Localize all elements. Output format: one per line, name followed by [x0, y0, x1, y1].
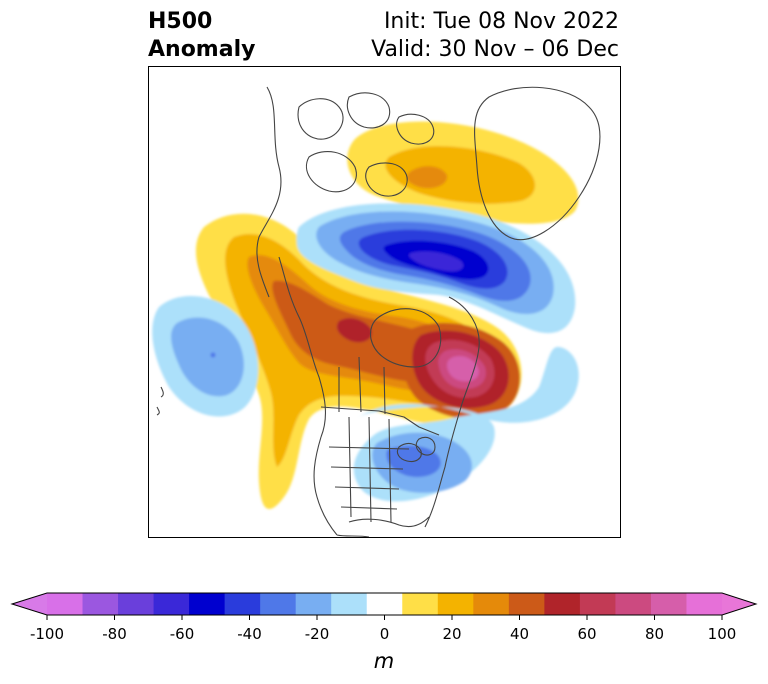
- map-svg: [152, 86, 601, 537]
- colorbar-segment: [579, 593, 616, 615]
- colorbar-tick-label: -40: [237, 625, 262, 643]
- title-left: H500 Anomaly: [148, 8, 255, 64]
- colorbar-tick-label: 80: [645, 625, 664, 643]
- title-right: Init: Tue 08 Nov 2022 Valid: 30 Nov – 06…: [371, 8, 619, 64]
- colorbar-segment: [686, 593, 723, 615]
- colorbar-over-arrow: [722, 593, 756, 615]
- colorbar-tick-label: -20: [305, 625, 330, 643]
- anomaly-positive-labrador: [401, 322, 520, 419]
- colorbar: -100 -80 -60 -40 -20 0 20 40 60 80 100 m: [10, 592, 758, 673]
- title-field: Anomaly: [148, 37, 256, 62]
- colorbar-ticks: -100 -80 -60 -40 -20 0 20 40 60 80 100: [30, 615, 736, 643]
- colorbar-tick-label: -60: [170, 625, 195, 643]
- colorbar-tick-label: 60: [577, 625, 596, 643]
- colorbar-segment: [260, 593, 297, 615]
- init-date: Init: Tue 08 Nov 2022: [383, 9, 619, 34]
- valid-range: Valid: 30 Nov – 06 Dec: [371, 37, 619, 62]
- colorbar-tick-label: 20: [442, 625, 461, 643]
- colorbar-segment: [295, 593, 332, 615]
- colorbar-segment: [544, 593, 581, 615]
- colorbar-segment: [331, 593, 368, 615]
- colorbar-segment: [615, 593, 652, 615]
- colorbar-segment: [437, 593, 474, 615]
- colorbar-tick-label: 100: [708, 625, 737, 643]
- colorbar-segment: [402, 593, 439, 615]
- colorbar-segment: [473, 593, 510, 615]
- colorbar-unit-label: m: [374, 649, 394, 673]
- colorbar-segment: [366, 593, 403, 615]
- colorbar-segment: [189, 593, 226, 615]
- anomaly-fields: [152, 121, 579, 509]
- anomaly-map: [148, 66, 621, 538]
- colorbar-tick-label: -80: [102, 625, 127, 643]
- colorbar-segment: [118, 593, 155, 615]
- colorbar-tick-label: 0: [380, 625, 390, 643]
- colorbar-segment: [153, 593, 190, 615]
- anomaly-negative-arctic: [296, 203, 576, 334]
- colorbar-segment: [508, 593, 545, 615]
- anomaly-negative-pacific: [152, 295, 259, 417]
- colorbar-segment: [650, 593, 687, 615]
- title-variable: H500: [148, 9, 213, 34]
- colorbar-segment: [82, 593, 119, 615]
- colorbar-segment: [47, 593, 84, 615]
- anomaly-positive-greenland: [347, 121, 579, 224]
- colorbar-tick-label: 40: [510, 625, 529, 643]
- colorbar-segment: [224, 593, 261, 615]
- map-boundaries: [156, 86, 601, 537]
- colorbar-tick-label: -100: [30, 625, 64, 643]
- colorbar-body: [10, 592, 758, 616]
- colorbar-under-arrow: [12, 593, 47, 615]
